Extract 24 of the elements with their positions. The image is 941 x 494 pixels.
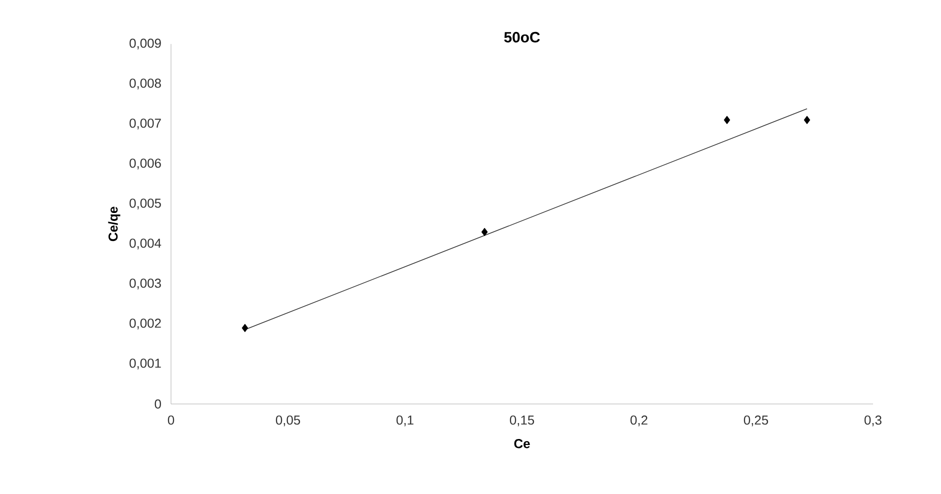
x-tick-label: 0 [168, 416, 174, 425]
point [481, 228, 488, 236]
y-tick-label: 0,007 [130, 118, 161, 130]
y-tick-label: 0,009 [130, 38, 161, 50]
x-tick-label: 0,15 [510, 416, 534, 426]
x-tick-label: 0,2 [630, 416, 648, 426]
y-tick-label: 0,006 [130, 158, 161, 170]
x-tick-label: 0,3 [864, 416, 882, 426]
y-tick-label: 0,002 [130, 318, 161, 330]
y-tick-label: 0,003 [130, 278, 161, 290]
x-tick-label: 0,1 [396, 416, 414, 426]
point [724, 116, 730, 124]
x-tick-label: 0,05 [276, 416, 300, 426]
y-tick-label: 0 [154, 399, 161, 409]
y-axis-title: Ce/qe [108, 206, 120, 242]
y-tick-label: 0,001 [130, 358, 161, 370]
y-tick-label: 0,008 [130, 78, 161, 90]
chart-title: 50oC [504, 32, 540, 42]
x-axis-title: Ce [514, 439, 530, 448]
y-tick-label: 0,005 [130, 198, 161, 210]
point [804, 116, 810, 124]
x-tick-label: 0,25 [744, 416, 768, 426]
y-tick-label: 0,004 [130, 238, 162, 250]
point [242, 324, 248, 332]
